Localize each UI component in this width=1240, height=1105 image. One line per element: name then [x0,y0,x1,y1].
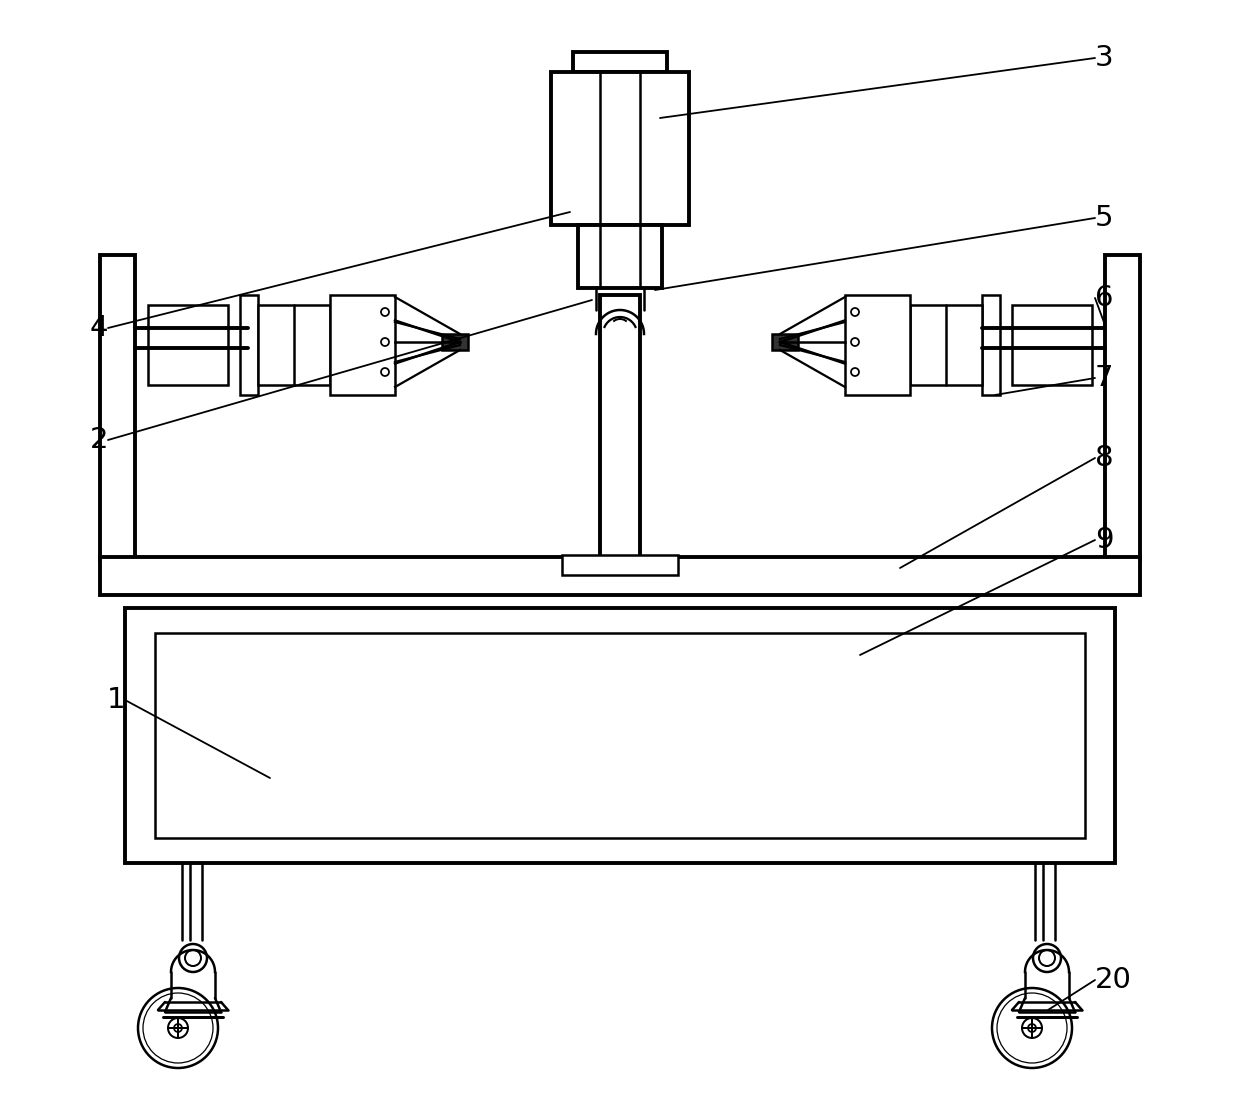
Bar [600,295,640,558]
Circle shape [1022,1018,1042,1038]
Circle shape [381,338,389,346]
Circle shape [851,308,859,316]
Text: 2: 2 [89,427,108,454]
Bar [241,295,258,394]
Circle shape [174,1024,182,1032]
Text: 7: 7 [1095,364,1114,392]
Bar [562,555,678,575]
Bar [1012,305,1092,385]
Bar [910,305,982,385]
Bar [578,225,662,288]
Circle shape [167,1018,188,1038]
Bar [100,557,1140,594]
Bar [258,305,330,385]
Bar [1105,255,1140,560]
Text: 8: 8 [1095,444,1114,472]
Bar [773,334,799,350]
Circle shape [381,368,389,376]
Bar [844,295,910,394]
Bar [982,295,999,394]
Circle shape [138,988,218,1069]
Bar [441,334,467,350]
Text: 9: 9 [1095,526,1114,554]
Circle shape [851,368,859,376]
Circle shape [1028,1024,1035,1032]
Bar [148,305,228,385]
Circle shape [992,988,1073,1069]
Text: 3: 3 [1095,44,1114,72]
Text: 20: 20 [1095,966,1132,994]
Circle shape [1039,950,1055,966]
Text: 5: 5 [1095,204,1114,232]
Bar [330,295,396,394]
Circle shape [185,950,201,966]
Bar [573,52,667,72]
Text: 6: 6 [1095,284,1114,312]
Circle shape [381,308,389,316]
Bar [100,255,135,560]
Text: 1: 1 [107,686,125,714]
Text: 4: 4 [89,314,108,343]
Circle shape [1033,944,1061,972]
Circle shape [179,944,207,972]
Bar [125,608,1115,863]
Circle shape [851,338,859,346]
Bar [155,633,1085,838]
Bar [551,72,689,225]
